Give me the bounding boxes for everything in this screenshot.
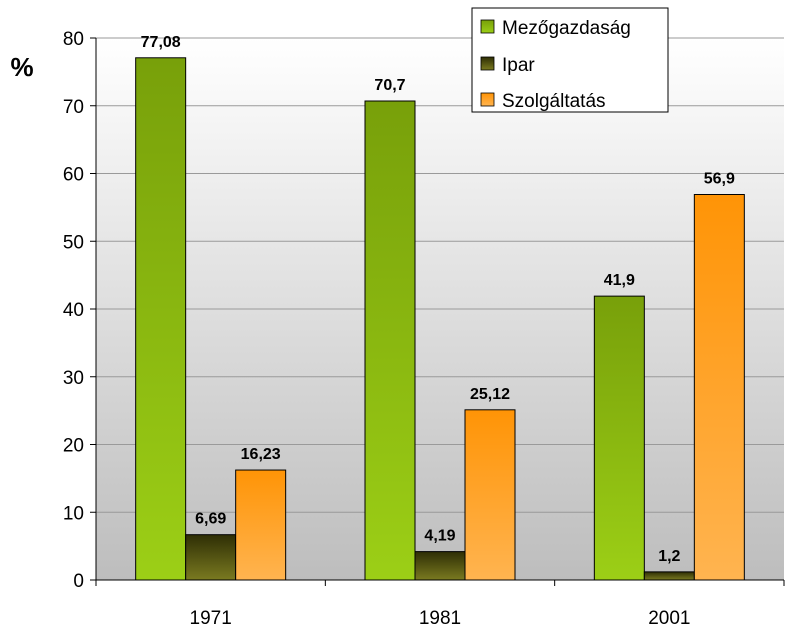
y-tick-label-50: 50 xyxy=(63,232,84,253)
y-tick-label-30: 30 xyxy=(63,368,84,389)
legend-box xyxy=(471,7,669,113)
y-tick-label-80: 80 xyxy=(63,29,84,50)
y-tick-label-0: 0 xyxy=(73,571,84,592)
bar-szolgaltatas-1981 xyxy=(464,409,516,581)
bar-ipar-2001 xyxy=(643,571,695,581)
y-tick-label-20: 20 xyxy=(63,436,84,457)
x-tick-label-2001: 2001 xyxy=(648,608,690,629)
data-label-mezogazdasag-1981: 70,7 xyxy=(374,77,405,94)
legend-swatch-mezogazdasag xyxy=(480,19,495,34)
legend-label-mezogazdasag: Mezőgazdaság xyxy=(502,18,631,39)
data-label-ipar-1981: 4,19 xyxy=(424,528,455,545)
bar-ipar-1981 xyxy=(414,551,466,581)
data-label-szolgaltatas-1981: 25,12 xyxy=(470,386,510,403)
legend-label-ipar: Ipar xyxy=(502,55,535,76)
data-label-mezogazdasag-2001: 41,9 xyxy=(604,272,635,289)
bar-ipar-1971 xyxy=(185,534,237,581)
bar-mezogazdasag-2001 xyxy=(593,295,645,581)
y-tick-label-60: 60 xyxy=(63,165,84,186)
x-tick-label-1981: 1981 xyxy=(419,608,461,629)
bar-mezogazdasag-1981 xyxy=(364,100,416,581)
y-axis-label: % xyxy=(10,52,33,82)
y-tick-label-70: 70 xyxy=(63,97,84,118)
bar-szolgaltatas-2001 xyxy=(693,194,745,581)
legend-swatch-szolgaltatas xyxy=(480,92,495,107)
data-label-ipar-2001: 1,2 xyxy=(658,548,680,565)
legend-swatch-ipar xyxy=(480,56,495,71)
x-tick-label-1971: 1971 xyxy=(190,608,232,629)
data-label-mezogazdasag-1971: 77,08 xyxy=(141,34,181,51)
y-tick-label-10: 10 xyxy=(63,503,84,524)
data-label-ipar-1971: 6,69 xyxy=(195,511,226,528)
data-label-szolgaltatas-2001: 56,9 xyxy=(704,171,735,188)
legend: Mezőgazdaság Ipar Szolgáltatás xyxy=(471,7,669,113)
y-tick-label-40: 40 xyxy=(63,300,84,321)
legend-label-szolgaltatas: Szolgáltatás xyxy=(502,91,606,112)
bar-szolgaltatas-1971 xyxy=(235,469,287,581)
bar-mezogazdasag-1971 xyxy=(135,57,187,581)
data-label-szolgaltatas-1971: 16,23 xyxy=(241,446,281,463)
